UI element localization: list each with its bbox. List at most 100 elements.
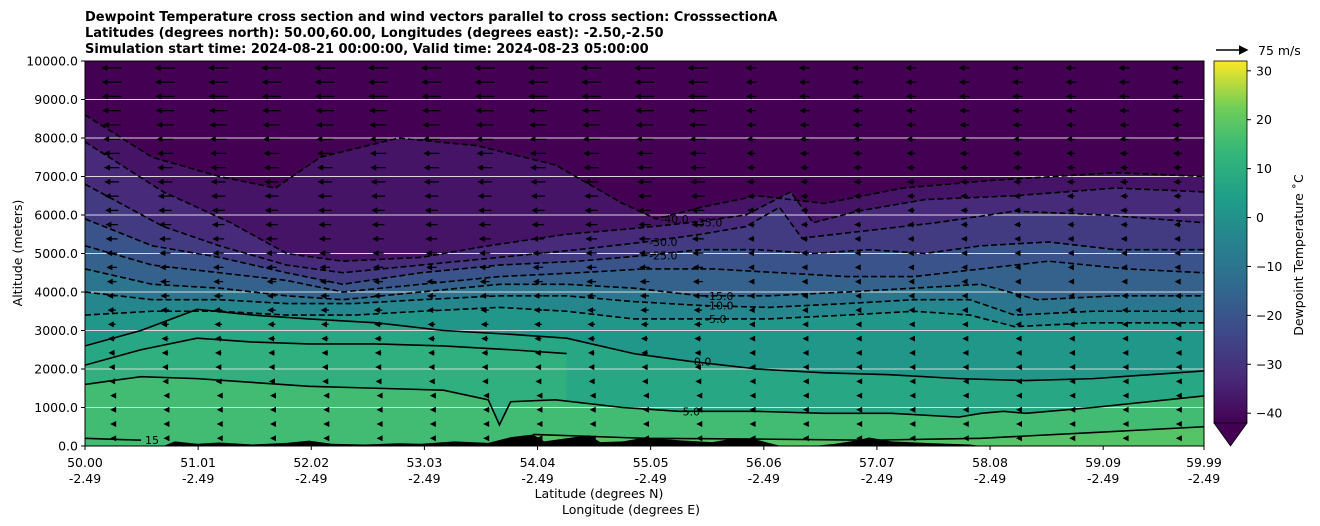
wind-vector-head [639,278,646,285]
wind-vector-head [370,178,377,185]
x-tick-label-longitude: -2.49 [861,471,893,486]
wind-vector-head [208,107,215,114]
wind-vector-head [691,235,698,242]
wind-vector-head [530,178,537,185]
wind-vector-head [636,136,643,143]
y-tick-label: 2000.0 [34,362,78,377]
wind-vector-head [1172,107,1179,114]
wind-vector-head [1013,164,1020,171]
wind-vector-head [635,107,642,114]
wind-vector-head [427,321,434,328]
wind-vector-head [747,193,754,200]
wind-vector-head [318,221,325,228]
wind-vector-head [1067,264,1074,271]
wind-vector-head [108,335,115,342]
wind-vector-head [1016,435,1022,442]
wind-vector-head [688,93,695,100]
wind-vector-head [157,164,164,171]
colorbar-tick-label: −40 [1256,406,1282,421]
wind-vector-head [907,221,914,228]
wind-vector-head [477,207,484,214]
wind-vector-head [1067,207,1074,214]
wind-vector-head [639,292,646,299]
y-axis-label: Altitude (meters) [10,200,25,307]
wind-vector-head [261,64,268,71]
wind-vector-head [587,335,594,342]
wind-vector-head [373,307,380,314]
wind-vector-head [687,64,694,71]
wind-vector-head [480,321,487,328]
wind-vector-head [749,364,756,371]
wind-vector-head [1067,250,1074,257]
wind-vector-head [536,392,543,399]
wind-vector-head [529,121,536,128]
wind-vector-head [747,235,754,242]
wind-vector-head [587,321,594,328]
wind-vector-head [211,221,218,228]
wind-vector-head [110,406,117,413]
wind-vector-head [1069,406,1076,413]
y-tick-label: 3000.0 [34,323,78,338]
wind-vector-head [212,235,219,242]
wind-vector-head [1175,307,1182,314]
contour-line [85,245,1204,293]
wind-vector-head [422,136,429,143]
x-tick-label-latitude: 55.05 [633,455,669,470]
x-tick-label-latitude: 51.01 [180,455,216,470]
wind-vector-head [855,335,862,342]
wind-vector-head [481,335,488,342]
wind-vector-head [1119,164,1126,171]
wind-vector-head [962,321,969,328]
wind-vector-head [855,349,862,356]
wind-vector-head [162,378,169,385]
wind-vector-head [109,378,116,385]
wind-vector-head [693,321,700,328]
field-band [533,426,1204,446]
contour-label: -5.0 [705,313,726,326]
wind-vector-head [583,150,590,157]
wind-vector-head [426,264,433,271]
wind-vector-head [101,64,108,71]
wind-vector-head [216,421,223,428]
wind-vector-head [1014,278,1021,285]
wind-vector-head [1069,435,1076,442]
wind-vector-head [1120,207,1127,214]
wind-vector-head [637,207,644,214]
y-tick-label: 10000.0 [26,54,78,69]
wind-vector-head [1067,235,1074,242]
wind-vector-head [641,349,648,356]
wind-vector-head [1012,79,1019,86]
wind-vector-head [372,235,379,242]
colorbar-extend-triangle [1213,422,1248,447]
wind-vector-head [265,221,272,228]
wind-vector-head [475,107,482,114]
wind-vector-head [316,136,323,143]
wind-vector-head [802,349,809,356]
wind-vector-head [583,164,590,171]
x-tick-label-longitude: -2.49 [634,471,666,486]
wind-vector-head [639,264,646,271]
wind-vector-head [369,150,376,157]
wind-vector-head [1122,335,1129,342]
wind-vector-head [368,79,375,86]
wind-vector-head [588,349,595,356]
wind-vector-head [161,349,168,356]
wind-vector-head [589,392,596,399]
wind-vector-head [800,193,807,200]
wind-vector-head [161,321,168,328]
x-tick-label-latitude: 58.08 [972,455,1008,470]
wind-vector-head [429,421,436,428]
contour-label: -15.0 [705,290,733,303]
wind-vector-head [799,93,806,100]
wind-vector-head [958,64,965,71]
wind-vector-head [852,121,859,128]
wind-vector-head [429,435,436,442]
x-tick-label-longitude: -2.49 [295,471,327,486]
wind-vector-head [163,406,170,413]
wind-vector-head [905,64,912,71]
wind-vector-head [104,193,111,200]
wind-vector-head [216,435,223,442]
wind-vector-head [802,364,809,371]
wind-vector-head [691,221,698,228]
x-tick-label-longitude: -2.49 [521,471,553,486]
